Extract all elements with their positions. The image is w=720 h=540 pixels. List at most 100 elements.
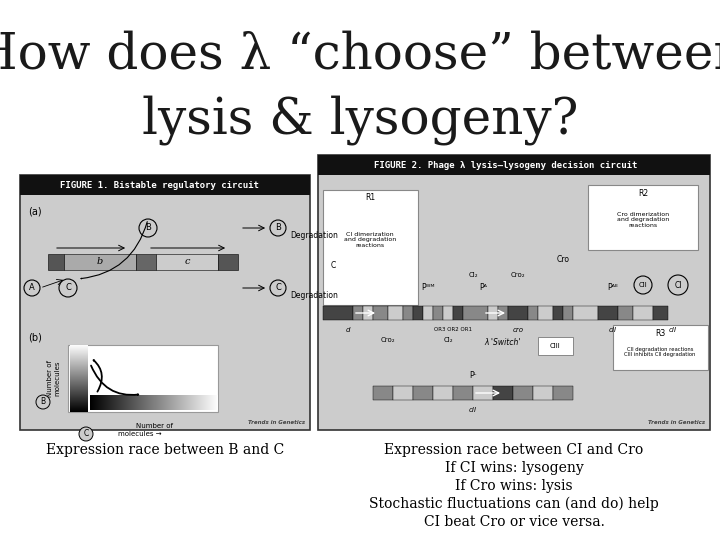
Bar [166,395,167,410]
Bar [157,395,158,410]
Bar [194,395,195,410]
Bar [108,395,109,410]
Bar [206,395,207,410]
Bar [195,395,196,410]
Text: Pᵂᴹ: Pᵂᴹ [421,284,435,293]
Bar [48,254,64,270]
Bar [353,306,363,320]
Text: b: b [97,258,103,267]
Bar [70,373,88,374]
Bar [91,395,92,410]
Text: CII degradation reactions
CIII inhibits CII degradation: CII degradation reactions CIII inhibits … [624,347,696,357]
Bar [488,306,498,320]
Text: B: B [40,397,45,407]
Bar [140,395,141,410]
Bar [104,395,105,410]
Bar [211,395,212,410]
Bar [20,175,310,430]
Bar [105,395,106,410]
Bar [153,395,154,410]
Bar [70,395,88,396]
Bar [100,395,101,410]
Bar [171,395,172,410]
Bar [70,349,88,350]
Text: Expression race between CI and Cro: Expression race between CI and Cro [384,443,644,457]
Bar [90,395,91,410]
Bar [156,254,218,270]
Bar [613,325,708,370]
Bar [553,386,573,400]
Bar [70,365,88,366]
Bar [70,397,88,398]
Bar [70,383,88,384]
Bar [144,395,145,410]
Bar [70,363,88,364]
Bar [413,306,423,320]
Bar [156,395,157,410]
Bar [142,395,143,410]
Bar [214,395,215,410]
Bar [318,155,710,175]
Text: cII: cII [669,327,677,333]
Bar [134,395,135,410]
Bar [150,395,151,410]
Bar [70,368,88,369]
Bar [318,155,710,430]
Bar [463,306,488,320]
Text: OR3 OR2 OR1: OR3 OR2 OR1 [434,327,472,332]
Bar [70,370,88,371]
Text: B: B [275,224,281,233]
Bar [393,386,413,400]
Bar [138,395,139,410]
Text: c: c [184,258,190,267]
Bar [215,395,216,410]
Text: Number of: Number of [137,423,174,429]
Bar [403,306,413,320]
Bar [453,306,463,320]
Bar [94,395,95,410]
Bar [124,395,125,410]
Bar [70,360,88,361]
Bar [184,395,185,410]
Bar [70,409,88,410]
Bar [70,353,88,354]
Bar [205,395,206,410]
Text: FIGURE 1. Bistable regulatory circuit: FIGURE 1. Bistable regulatory circuit [60,180,258,190]
Bar [149,395,150,410]
Bar [70,404,88,405]
Bar [553,306,563,320]
Bar [70,386,88,387]
Bar [70,376,88,377]
Bar [196,395,197,410]
Bar [182,395,183,410]
Text: d: d [346,327,350,333]
Bar [117,395,118,410]
Bar [70,356,88,357]
Bar [109,395,110,410]
Bar [192,395,193,410]
Text: R2: R2 [638,188,648,198]
Bar [70,377,88,378]
Text: B: B [145,224,151,233]
Bar [453,386,473,400]
Text: Trends in Genetics: Trends in Genetics [648,420,705,425]
Bar [145,395,146,410]
Circle shape [36,395,50,409]
Bar [125,395,126,410]
Bar [169,395,170,410]
Bar [129,395,130,410]
Bar [121,395,122,410]
Bar [70,347,88,348]
Text: Expression race between B and C: Expression race between B and C [46,443,284,457]
Bar [188,395,189,410]
Bar [115,395,116,410]
Bar [135,395,136,410]
Text: C: C [275,284,281,293]
Bar [216,395,217,410]
Bar [187,395,188,410]
Text: Degradation: Degradation [290,231,338,240]
Bar [70,367,88,368]
Bar [114,395,115,410]
Bar [618,306,633,320]
Text: Pᴸ: Pᴸ [469,370,477,380]
